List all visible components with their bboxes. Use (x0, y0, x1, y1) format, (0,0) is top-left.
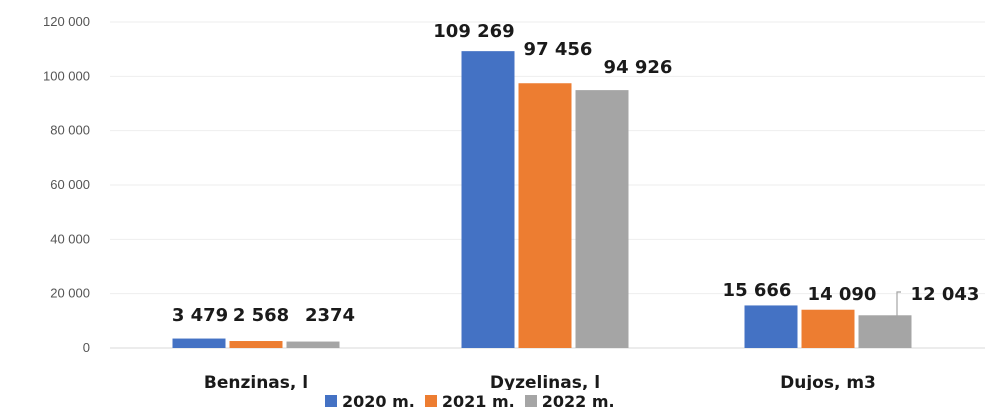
y-tick-label: 20 000 (50, 286, 90, 301)
y-tick-label: 100 000 (43, 68, 90, 83)
data-label: 109 269 (433, 21, 514, 42)
legend-label-2022: 2022 m. (541, 391, 615, 411)
bars (172, 51, 912, 348)
legend: 2020 m. 2021 m. 2022 m. (325, 390, 615, 412)
data-label: 94 926 (604, 57, 673, 78)
legend-label-2021: 2021 m. (441, 391, 515, 411)
data-label: 14 090 (808, 284, 877, 305)
y-tick-label: 40 000 (50, 231, 90, 246)
y-axis: 0 20 000 40 000 60 000 80 000 100 000 120 000 (43, 14, 90, 355)
y-tick-label: 80 000 (50, 123, 90, 138)
data-label: 97 456 (524, 39, 593, 60)
bar-2020m-0 (172, 338, 226, 348)
bar-2022m-0 (286, 341, 340, 348)
y-tick-label: 60 000 (50, 177, 90, 192)
y-tick-label: 0 (83, 340, 90, 355)
category-label: Benzinas, l (204, 373, 308, 390)
legend-swatch-2022 (524, 395, 537, 407)
bar-2021m-1 (518, 83, 572, 348)
data-labels: 3 479 109 269 15 666 2 568 97 456 14 090 2374 9… (172, 21, 980, 326)
legend-label-2020: 2020 m. (342, 391, 415, 411)
bar-2021m-0 (229, 341, 283, 348)
legend-item-2021: 2021 m. (424, 391, 515, 411)
category-label: Dyzelinas, l (490, 373, 600, 390)
data-label: 2374 (305, 305, 355, 326)
bar-2022m-2 (858, 315, 912, 348)
data-label: 15 666 (723, 280, 792, 301)
legend-item-2020: 2020 m. (325, 392, 415, 411)
x-axis: Benzinas, l Dyzelinas, l Dujos, m3 (204, 373, 876, 390)
y-tick-label: 120 000 (43, 14, 90, 29)
bar-2020m-2 (744, 305, 798, 348)
data-label: 3 479 (172, 305, 228, 326)
data-label: 12 043 (911, 284, 980, 305)
category-label: Dujos, m3 (780, 373, 876, 390)
leader-line (888, 291, 901, 318)
bar-2022m-1 (575, 90, 629, 348)
legend-swatch-2021 (424, 395, 437, 407)
bar-2021m-2 (801, 309, 855, 348)
data-label: 2 568 (233, 305, 289, 326)
legend-item-2022: 2022 m. (524, 391, 615, 411)
bar-2020m-1 (461, 51, 515, 348)
legend-swatch-2020 (325, 395, 337, 407)
